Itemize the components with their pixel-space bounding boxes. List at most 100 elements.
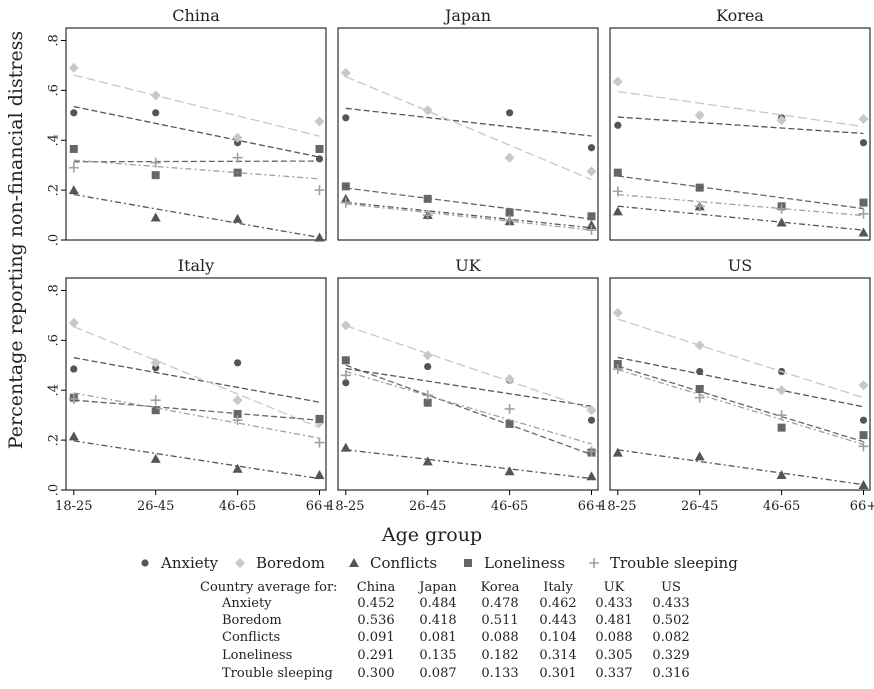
y-axis-label: Percentage reporting non-financial distr… xyxy=(5,31,27,449)
point-loneliness xyxy=(423,398,432,407)
fit-line-anxiety xyxy=(617,356,864,408)
point-anxiety xyxy=(152,109,160,117)
point-conflicts xyxy=(422,456,433,466)
point-loneliness xyxy=(587,212,596,221)
point-loneliness xyxy=(423,194,432,203)
point-boredom xyxy=(68,317,79,328)
point-conflicts xyxy=(694,451,705,461)
table-cell: 0.511 xyxy=(481,613,518,628)
table-row: Trouble sleeping 0.300 0.087 0.133 0.301 0.33… xyxy=(222,666,690,681)
point-loneliness xyxy=(341,182,350,191)
point-boredom xyxy=(422,350,433,361)
table-row: Anxiety 0.452 0.484 0.478 0.462 0.433 0.433 xyxy=(221,596,690,611)
point-trouble-sleeping xyxy=(776,203,787,214)
table-cell: 0.087 xyxy=(419,666,456,681)
fit-line-boredom xyxy=(345,325,592,410)
y-tick-label: .2 xyxy=(47,434,62,446)
x-tick-label: 26-45 xyxy=(681,499,718,514)
table-row-label: Boredom xyxy=(222,613,282,628)
table-cell: 0.418 xyxy=(419,613,456,628)
point-loneliness xyxy=(695,384,704,393)
table-cell: 0.337 xyxy=(595,666,632,681)
fit-line-loneliness xyxy=(345,187,592,220)
legend-label: Anxiety xyxy=(160,554,219,572)
chart-panels: China .0 .2 .4 .6 .8 Japan Korea Italy .0 .2 .4 .6 .8… xyxy=(47,6,874,514)
table-cell: 0.104 xyxy=(539,630,576,645)
point-boredom xyxy=(776,115,787,126)
point-trouble-sleeping xyxy=(504,215,515,226)
x-tick-label: 66+ xyxy=(850,499,874,514)
table-column-header: Italy xyxy=(543,580,573,595)
legend: Anxiety Boredom Conflicts Loneliness Trouble… xyxy=(141,554,738,572)
x-tick-label: 46-65 xyxy=(763,499,800,514)
fit-line-anxiety xyxy=(345,107,592,137)
table-cell: 0.433 xyxy=(595,596,632,611)
table-cell: 0.433 xyxy=(652,596,689,611)
fit-line-boredom xyxy=(73,326,320,429)
x-tick-label: 26-45 xyxy=(137,499,174,514)
point-conflicts xyxy=(858,480,869,490)
panel-uk: UK 18-25 26-45 46-65 66+ xyxy=(327,256,605,514)
point-trouble-sleeping xyxy=(340,370,351,381)
table-column-header: China xyxy=(357,580,396,595)
point-conflicts xyxy=(776,217,787,227)
panel-frame-japan xyxy=(337,27,599,241)
fit-line-boredom xyxy=(617,318,864,399)
point-conflicts xyxy=(612,206,623,216)
table-cell: 0.536 xyxy=(357,613,394,628)
legend-label: Trouble sleeping xyxy=(610,554,738,572)
fit-line-trouble-sleeping xyxy=(617,193,864,217)
panel-title-china: China xyxy=(172,6,220,25)
fit-line-anxiety xyxy=(73,105,320,158)
point-conflicts xyxy=(504,466,515,476)
point-trouble-sleeping xyxy=(68,393,79,404)
point-loneliness xyxy=(505,419,514,428)
point-boredom xyxy=(504,374,515,385)
x-tick-label: 18-25 xyxy=(599,499,636,514)
point-trouble-sleeping xyxy=(858,441,869,452)
point-trouble-sleeping xyxy=(150,157,161,168)
table-cell: 0.316 xyxy=(652,666,689,681)
point-conflicts xyxy=(586,471,597,481)
legend-item-boredom: Boredom xyxy=(235,554,325,572)
point-loneliness xyxy=(315,414,324,423)
point-anxiety xyxy=(70,109,78,117)
table-cell: 0.443 xyxy=(539,613,576,628)
point-loneliness xyxy=(233,409,242,418)
legend-label: Boredom xyxy=(256,554,325,572)
legend-marker-anxiety xyxy=(141,559,149,567)
table-cell: 0.478 xyxy=(481,596,518,611)
point-trouble-sleeping xyxy=(504,403,515,414)
y-tick-label: .0 xyxy=(47,234,62,246)
fit-line-loneliness xyxy=(73,399,320,421)
panel-title-italy: Italy xyxy=(178,256,214,275)
panel-title-korea: Korea xyxy=(716,6,764,25)
point-trouble-sleeping xyxy=(422,390,433,401)
table-row-label: Trouble sleeping xyxy=(222,666,333,681)
point-anxiety xyxy=(424,362,432,371)
legend-label: Loneliness xyxy=(484,554,565,572)
table-cell: 0.305 xyxy=(595,648,632,663)
point-boredom xyxy=(776,385,787,396)
table-row: Conflicts 0.091 0.081 0.088 0.104 0.088 0.082 xyxy=(222,630,690,645)
legend-item-conflicts: Conflicts xyxy=(349,554,437,572)
table-cell: 0.091 xyxy=(357,630,394,645)
point-trouble-sleeping xyxy=(694,392,705,403)
point-conflicts xyxy=(586,220,597,230)
point-trouble-sleeping xyxy=(612,186,623,197)
x-tick-label: 66+ xyxy=(306,499,333,514)
x-tick-label: 46-65 xyxy=(491,499,528,514)
table-cell: 0.088 xyxy=(481,630,518,645)
x-tick-label: 18-25 xyxy=(55,499,92,514)
point-conflicts xyxy=(232,463,243,473)
x-tick-label: 46-65 xyxy=(219,499,256,514)
table-row-label: Anxiety xyxy=(221,596,272,611)
fit-line-anxiety xyxy=(345,367,592,407)
point-loneliness xyxy=(859,198,868,207)
point-boredom xyxy=(232,395,243,406)
point-trouble-sleeping xyxy=(586,225,597,236)
table-cell: 0.081 xyxy=(419,630,456,645)
panel-title-japan: Japan xyxy=(443,6,491,25)
table-row-header: Country average for: xyxy=(200,580,338,595)
point-anxiety xyxy=(506,109,514,117)
